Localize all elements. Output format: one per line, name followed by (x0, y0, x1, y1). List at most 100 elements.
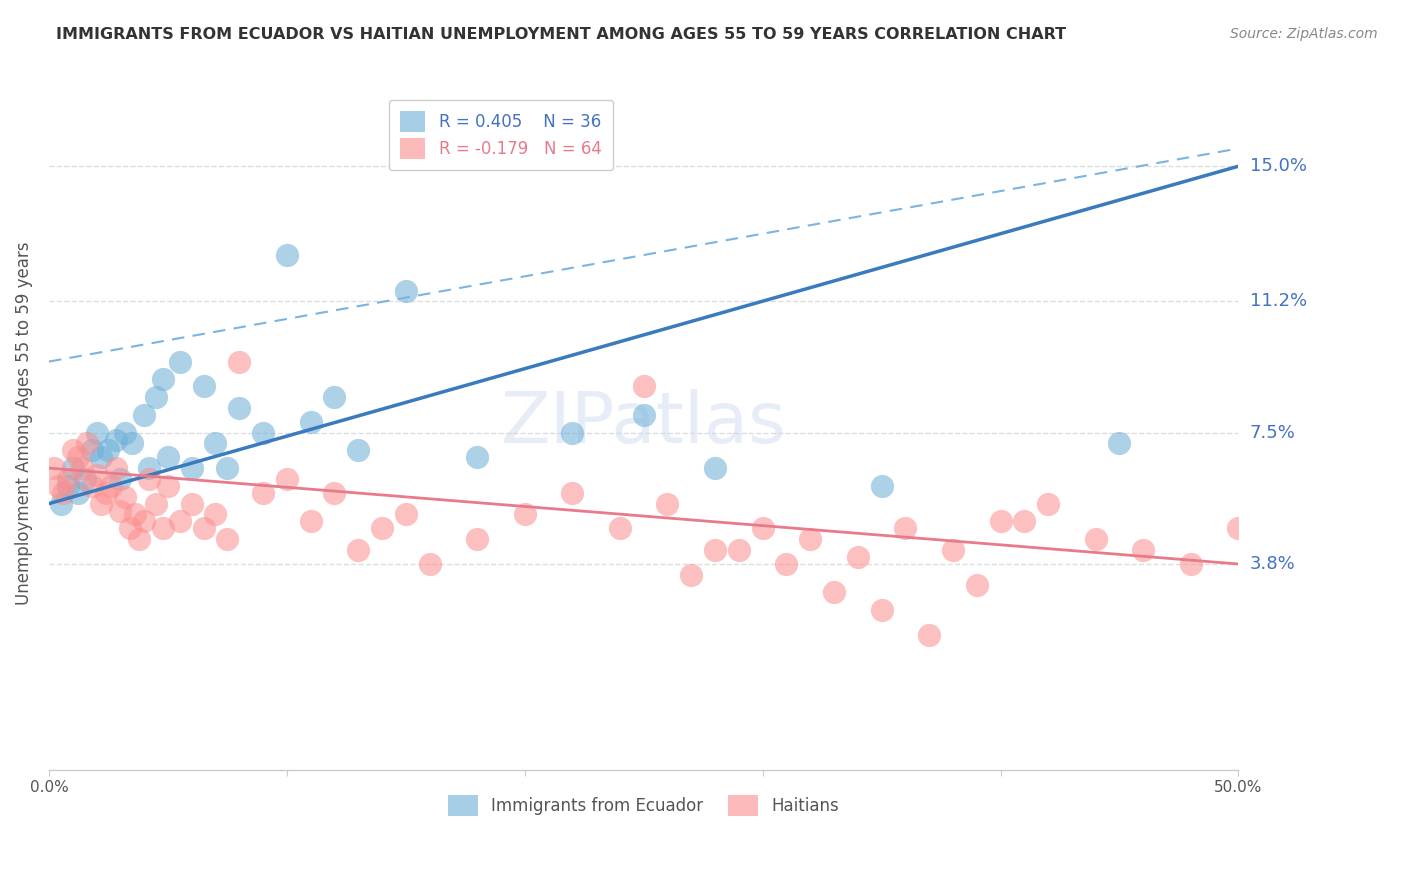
Point (217, 532, 239, 546)
Point (513, 508, 536, 522)
Point (704, 461, 727, 475)
Point (145, 390, 167, 404)
Text: 11.2%: 11.2% (1250, 293, 1306, 310)
Point (228, 401, 250, 415)
Point (134, 408, 156, 422)
Point (942, 542, 965, 557)
Point (124, 508, 146, 522)
Point (169, 515, 191, 529)
Point (86, 425, 108, 440)
Point (114, 425, 136, 440)
Point (299, 415, 322, 429)
Point (66, 450, 89, 465)
Text: 3.8%: 3.8% (1250, 555, 1295, 573)
Point (138, 472, 160, 486)
Point (252, 425, 274, 440)
Point (180, 497, 202, 511)
Point (76, 436, 98, 450)
Point (775, 557, 797, 571)
Point (62, 443, 84, 458)
Point (894, 521, 917, 535)
Point (94, 486, 117, 500)
Point (110, 504, 132, 518)
Point (97, 443, 120, 458)
Point (104, 433, 127, 447)
Point (347, 542, 370, 557)
Point (609, 521, 631, 535)
Text: ZIPatlas: ZIPatlas (501, 389, 786, 458)
Point (193, 521, 215, 535)
Point (193, 379, 215, 393)
Point (870, 479, 893, 493)
Point (145, 497, 167, 511)
Point (1036, 497, 1059, 511)
Point (118, 521, 141, 535)
Point (169, 354, 191, 368)
Point (48, 479, 70, 493)
Point (918, 628, 941, 642)
Point (80, 479, 103, 493)
Point (657, 497, 679, 511)
Point (156, 450, 179, 465)
Point (323, 486, 346, 500)
Point (110, 472, 132, 486)
Point (633, 408, 655, 422)
Point (1227, 521, 1250, 535)
Point (846, 549, 869, 564)
Point (966, 578, 988, 592)
Point (134, 515, 156, 529)
Point (990, 515, 1012, 529)
Point (90, 497, 112, 511)
Y-axis label: Unemployment Among Ages 55 to 59 years: Unemployment Among Ages 55 to 59 years (15, 242, 32, 606)
Point (681, 567, 703, 582)
Point (62, 461, 84, 475)
Legend: Immigrants from Ecuador, Haitians: Immigrants from Ecuador, Haitians (440, 787, 848, 824)
Point (1014, 515, 1036, 529)
Text: IMMIGRANTS FROM ECUADOR VS HAITIAN UNEMPLOYMENT AMONG AGES 55 TO 59 YEARS CORREL: IMMIGRANTS FROM ECUADOR VS HAITIAN UNEMP… (56, 27, 1066, 42)
Point (751, 521, 773, 535)
Point (633, 379, 655, 393)
Point (1084, 532, 1107, 546)
Point (465, 532, 488, 546)
Point (228, 354, 250, 368)
Point (72, 461, 94, 475)
Point (870, 603, 893, 617)
Point (799, 532, 821, 546)
Point (128, 532, 150, 546)
Point (180, 461, 202, 475)
Point (100, 479, 122, 493)
Point (252, 486, 274, 500)
Point (217, 461, 239, 475)
Point (347, 443, 370, 458)
Point (90, 450, 112, 465)
Point (299, 515, 322, 529)
Point (86, 468, 108, 483)
Point (49, 497, 72, 511)
Point (1132, 542, 1154, 557)
Point (727, 542, 749, 557)
Point (121, 436, 143, 450)
Point (73, 472, 96, 486)
Point (823, 585, 845, 599)
Point (1108, 436, 1130, 450)
Point (561, 486, 583, 500)
Point (152, 372, 174, 386)
Point (276, 248, 298, 262)
Point (561, 425, 583, 440)
Point (1180, 557, 1202, 571)
Point (114, 490, 136, 504)
Point (704, 542, 727, 557)
Point (419, 557, 441, 571)
Point (371, 521, 394, 535)
Point (104, 461, 127, 475)
Point (323, 390, 346, 404)
Point (52, 486, 75, 500)
Point (152, 521, 174, 535)
Point (276, 472, 298, 486)
Point (204, 508, 226, 522)
Point (56, 472, 79, 486)
Point (395, 284, 418, 298)
Point (204, 436, 226, 450)
Point (66, 486, 89, 500)
Text: 15.0%: 15.0% (1250, 157, 1306, 175)
